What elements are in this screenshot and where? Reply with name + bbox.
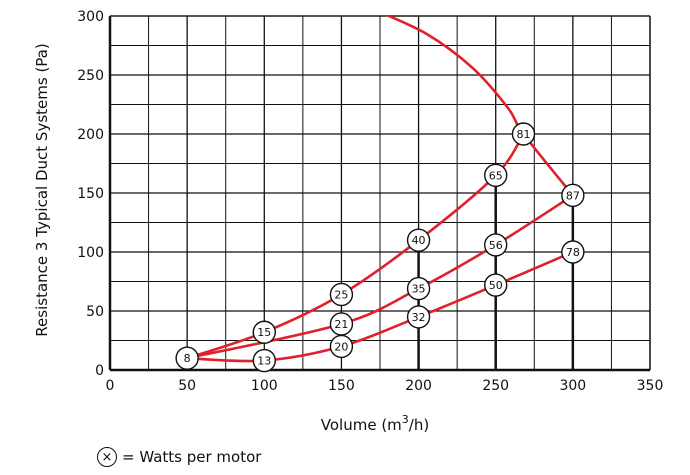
legend-marker-icon: × [97, 447, 117, 467]
data-marker: 32 [406, 305, 431, 329]
marker-label: 15 [257, 326, 271, 339]
legend-symbol: × [101, 449, 113, 465]
x-tick-label: 250 [482, 378, 509, 394]
marker-circle [561, 240, 585, 264]
x-axis-title-sup: 3 [402, 413, 409, 426]
x-tick-label: 100 [251, 378, 278, 394]
fan-curve-line [385, 16, 574, 197]
x-axis-title-main: Volume (m [321, 416, 402, 434]
marker-label: 78 [566, 246, 580, 259]
marker-label: 32 [412, 311, 426, 324]
marker-label: 87 [566, 189, 580, 202]
marker-label: 13 [257, 355, 271, 368]
marker-circle [329, 334, 354, 359]
marker-circle [561, 183, 585, 208]
data-marker: 25 [329, 282, 354, 307]
y-tick-label: 300 [77, 9, 104, 25]
y-tick-label: 50 [86, 304, 104, 320]
marker-circle [406, 276, 431, 301]
y-tick-label: 0 [95, 363, 104, 379]
legend-label: = Watts per motor [122, 448, 262, 466]
data-marker: 20 [329, 334, 354, 359]
data-marker: 87 [561, 183, 585, 208]
y-axis-title: Resistance 3 Typical Duct Systems (Pa) [33, 43, 51, 336]
x-tick-label: 150 [328, 378, 355, 394]
series-line-1 [186, 133, 525, 360]
marker-circle [329, 282, 354, 307]
data-marker: 78 [561, 240, 585, 264]
x-axis-title: Volume (m3/h) [321, 413, 429, 434]
marker-circle [484, 163, 508, 188]
marker-label: 40 [412, 234, 426, 247]
marker-label: 20 [334, 340, 348, 353]
marker-circle [484, 273, 508, 297]
data-marker: 40 [406, 228, 431, 252]
data-marker: 8 [175, 346, 199, 370]
marker-label: 21 [334, 318, 348, 331]
data-marker: 15 [252, 320, 276, 344]
data-point-markers: 8 15 25 40 65 81 21 35 56 87 13 20 32 50 78 [175, 122, 585, 373]
data-marker: 56 [484, 233, 508, 257]
x-tick-label: 0 [106, 378, 115, 394]
x-tick-label: 50 [178, 378, 196, 394]
marker-label: 56 [489, 239, 503, 252]
data-marker: 13 [252, 348, 276, 373]
marker-circle [252, 348, 276, 373]
marker-circle [484, 233, 508, 257]
marker-label: 8 [184, 352, 191, 365]
y-tick-label: 200 [77, 127, 104, 143]
marker-label: 25 [334, 288, 348, 301]
y-tick-label: 100 [77, 245, 104, 261]
legend: × = Watts per motor [97, 444, 261, 470]
data-marker: 65 [484, 163, 508, 188]
marker-circle [406, 228, 431, 252]
data-marker: 81 [511, 122, 536, 146]
x-tick-label: 200 [405, 378, 432, 394]
y-tick-label: 150 [77, 186, 104, 202]
marker-label: 81 [516, 128, 530, 141]
data-marker: 50 [484, 273, 508, 297]
marker-circle [406, 305, 431, 329]
marker-circle [511, 122, 536, 146]
data-marker: 35 [406, 276, 431, 301]
x-tick-label: 350 [637, 378, 664, 394]
data-marker: 21 [329, 312, 354, 336]
marker-label: 35 [412, 283, 426, 296]
x-axis-title-tail: /h) [409, 416, 429, 434]
marker-label: 65 [489, 169, 503, 182]
marker-label: 50 [489, 279, 503, 292]
y-tick-label: 250 [77, 68, 104, 84]
tick-labels: 0 50 100 150 200 250 300 350 0 50 100 150 200 250 300 [77, 9, 663, 394]
x-tick-label: 300 [559, 378, 586, 394]
marker-circle [252, 320, 276, 344]
marker-circle [175, 346, 199, 370]
